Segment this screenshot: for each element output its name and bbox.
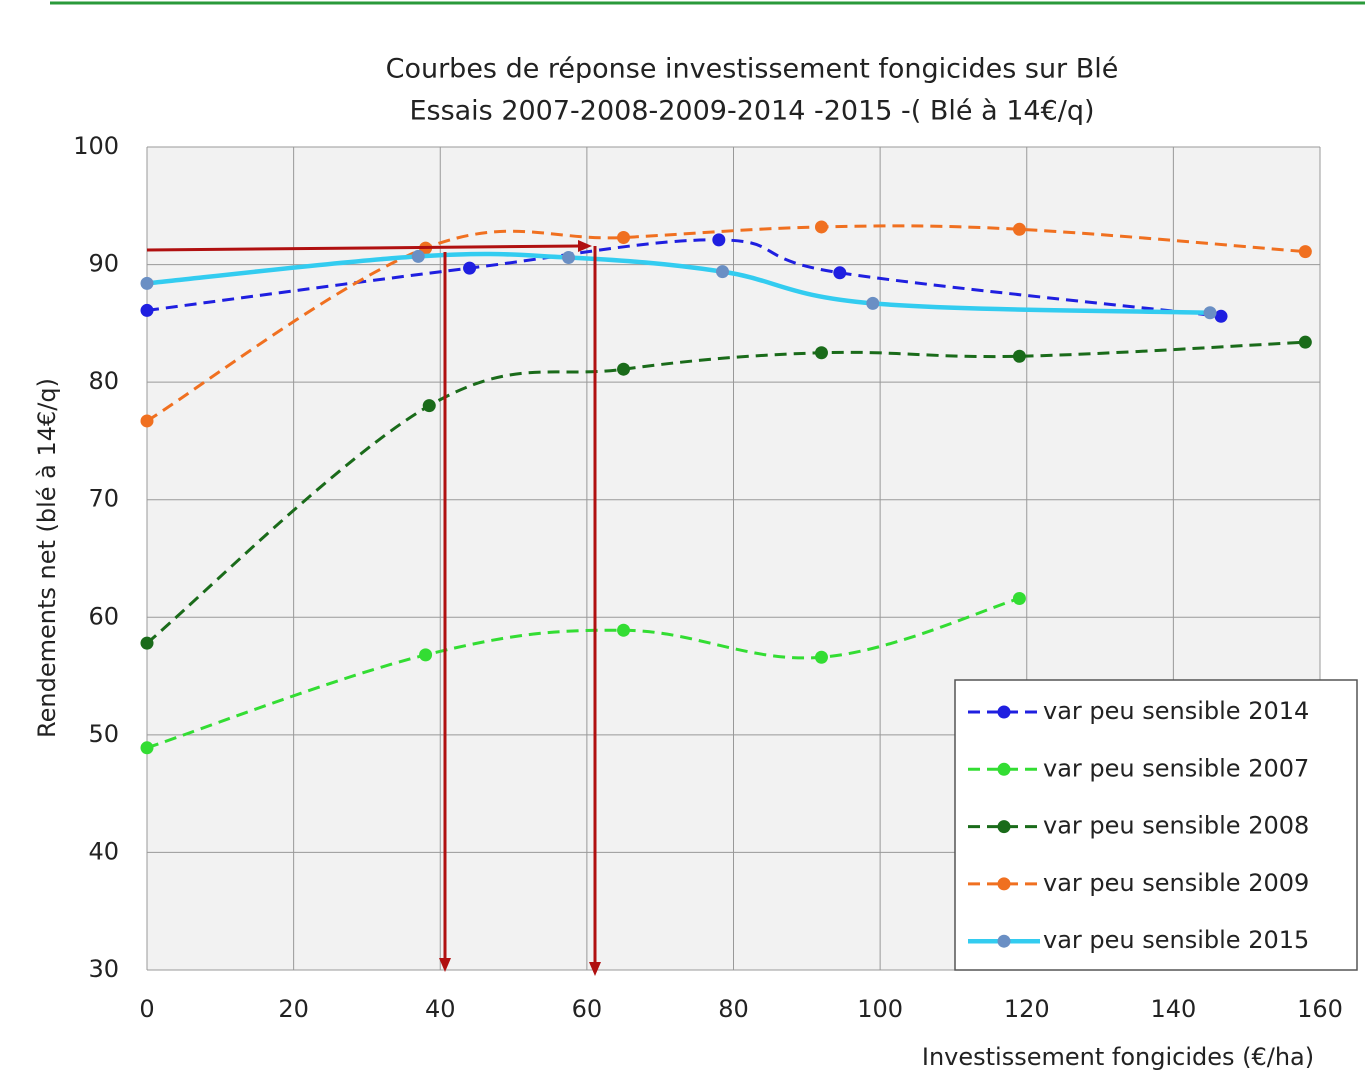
arrow-head — [439, 958, 451, 972]
legend-marker — [997, 762, 1011, 776]
data-point — [140, 741, 154, 755]
series-line — [146, 251, 1211, 316]
y-tick-label: 40 — [88, 837, 119, 865]
y-tick-label: 70 — [88, 485, 119, 513]
legend: var peu sensible 2014 var peu sensible 20… — [954, 679, 1358, 971]
data-point — [411, 249, 425, 263]
y-axis-title: Rendements net (blé à 14€/q) — [33, 378, 61, 738]
data-point — [422, 399, 436, 413]
legend-label: var peu sensible 2007 — [1043, 754, 1309, 782]
grid: 30 40 50 60 70 80 90 100 0 20 40 60 80 100 120 140 160 — [73, 132, 1343, 1023]
arrow-head — [578, 240, 592, 252]
data-point — [1214, 309, 1228, 323]
data-point — [140, 303, 154, 317]
series-line — [146, 340, 1306, 645]
data-point — [617, 231, 631, 245]
data-point — [814, 220, 828, 234]
data-point — [1298, 245, 1312, 259]
data-point — [463, 261, 477, 275]
data-point — [1012, 591, 1026, 605]
y-tick-label: 30 — [88, 955, 119, 983]
y-tick-label: 60 — [88, 602, 119, 630]
series — [140, 220, 1312, 755]
data-point — [140, 414, 154, 428]
x-tick-label: 40 — [425, 995, 456, 1023]
data-point — [419, 648, 433, 662]
x-tick-label: 80 — [718, 995, 749, 1023]
x-tick-label: 140 — [1150, 995, 1196, 1023]
data-point — [1012, 222, 1026, 236]
legend-label: var peu sensible 2015 — [1043, 926, 1309, 954]
x-tick-label: 100 — [857, 995, 903, 1023]
y-tick-label: 90 — [88, 250, 119, 278]
data-point — [716, 265, 730, 279]
x-tick-label: 20 — [278, 995, 309, 1023]
x-tick-label: 60 — [572, 995, 603, 1023]
chart-title: Courbes de réponse investissement fongic… — [386, 54, 1119, 85]
data-point — [866, 296, 880, 310]
data-point — [712, 233, 726, 247]
data-point — [1012, 349, 1026, 363]
x-tick-label: 160 — [1297, 995, 1343, 1023]
legend-box — [954, 679, 1358, 971]
arrow-line — [146, 244, 581, 252]
y-tick-label: 100 — [73, 132, 119, 160]
legend-marker — [997, 877, 1011, 891]
data-point — [833, 266, 847, 280]
arrow-head — [589, 962, 601, 976]
data-point — [1203, 306, 1217, 320]
data-point — [140, 636, 154, 650]
data-point — [1298, 335, 1312, 349]
legend-marker — [997, 820, 1011, 834]
x-tick-label: 120 — [1004, 995, 1050, 1023]
y-tick-label: 50 — [88, 720, 119, 748]
series-line — [146, 224, 1306, 423]
legend-marker — [997, 934, 1011, 948]
data-point — [617, 362, 631, 376]
data-point — [140, 276, 154, 290]
data-point — [562, 251, 576, 265]
chart-subtitle: Essais 2007-2008-2009-2014 -2015 -( Blé … — [409, 96, 1094, 127]
data-point — [814, 346, 828, 360]
x-tick-label: 0 — [139, 995, 154, 1023]
annotation-arrows — [146, 240, 601, 976]
y-tick-label: 80 — [88, 367, 119, 395]
legend-label: var peu sensible 2014 — [1043, 697, 1309, 725]
legend-label: var peu sensible 2009 — [1043, 869, 1309, 897]
x-axis-title: Investissement fongicides (€/ha) — [922, 1043, 1314, 1071]
data-point — [617, 623, 631, 637]
legend-marker — [997, 705, 1011, 719]
legend-label: var peu sensible 2008 — [1043, 812, 1309, 840]
data-point — [814, 650, 828, 664]
